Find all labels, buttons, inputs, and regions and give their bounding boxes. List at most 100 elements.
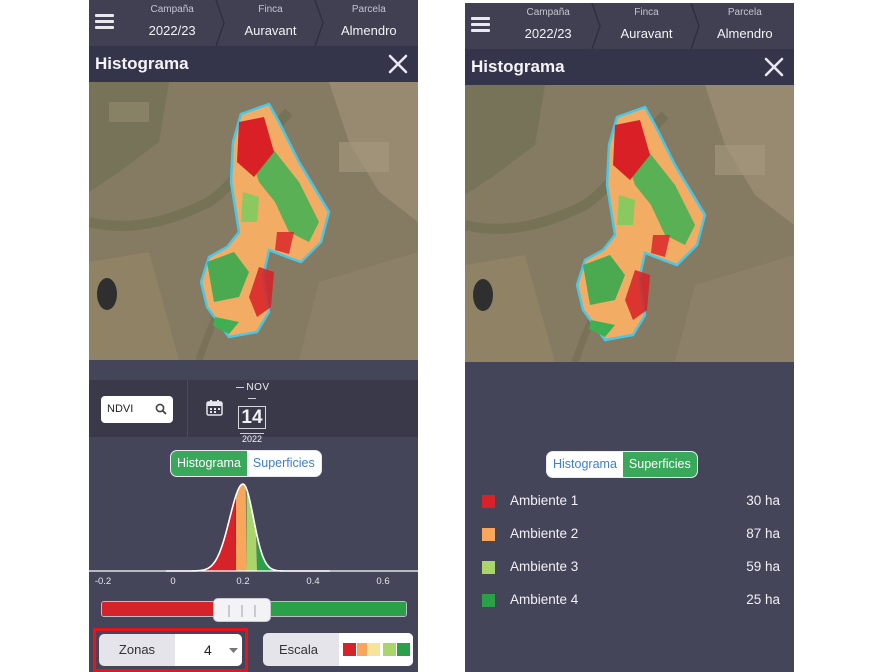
breadcrumb-key: Campaña: [526, 7, 570, 18]
zones-highlight: Zonas 4: [93, 628, 248, 672]
breadcrumb-key: Campaña: [150, 4, 194, 15]
scale-swatches: [339, 633, 413, 666]
list-item: Ambiente 4 25 ha: [465, 589, 794, 622]
panel-header: Histograma: [89, 46, 418, 82]
map-canvas: [89, 82, 418, 360]
index-value: NDVI: [107, 403, 134, 415]
date-month-row: NOV: [229, 382, 275, 404]
breadcrumb-value: Almendro: [341, 23, 397, 38]
histogram-zone-3: [246, 488, 257, 571]
zone-color-swatch: [482, 495, 495, 508]
breadcrumb-field[interactable]: Parcela Almendro: [320, 0, 418, 46]
breadcrumb-value: 2022/23: [524, 26, 572, 41]
list-item: Ambiente 2 87 ha: [465, 523, 794, 556]
top-bar: Campaña 2022/23 Finca Auravant Parcela A…: [465, 3, 794, 49]
breadcrumb-value: Auravant: [620, 26, 673, 41]
date-month: NOV: [246, 382, 270, 393]
swatch: [367, 643, 380, 656]
zone-area: 25 ha: [746, 592, 780, 607]
date-picker[interactable]: NOV 14 2022: [229, 382, 275, 447]
zones-dropdown[interactable]: 4: [175, 634, 242, 666]
close-icon[interactable]: [388, 54, 408, 74]
zone-area: 59 ha: [746, 559, 780, 574]
index-search-input[interactable]: NDVI: [101, 396, 173, 423]
tab-histogram[interactable]: Histograma: [171, 451, 247, 476]
breadcrumb-key: Finca: [258, 4, 283, 15]
breadcrumb-value: Almendro: [717, 26, 773, 41]
scale-selector[interactable]: Escala: [263, 633, 413, 666]
map-canvas: [465, 85, 794, 362]
x-tick-label: 0: [170, 576, 175, 587]
chevron-right-icon: [689, 3, 700, 49]
swatch: [357, 643, 370, 656]
tab-surfaces[interactable]: Superficies: [622, 452, 697, 477]
hamburger-menu-icon[interactable]: [471, 17, 490, 33]
swatch: [343, 643, 356, 656]
date-year: 2022: [239, 433, 265, 444]
zone-color-swatch: [482, 561, 495, 574]
ndvi-histogram-chart: -0.2 0 0.2 0.4 0.6: [89, 483, 418, 587]
calendar-icon[interactable]: [206, 399, 223, 416]
breadcrumb-value: 2022/23: [148, 23, 196, 38]
x-tick-label: -0.2: [95, 576, 111, 587]
breadcrumb-key: Finca: [634, 7, 659, 18]
zone-name: Ambiente 1: [510, 493, 579, 508]
date-day: 14: [238, 406, 266, 429]
panel-title: Histograma: [95, 54, 189, 73]
surfaces-screen: Campaña 2022/23 Finca Auravant Parcela A…: [465, 3, 794, 672]
breadcrumb: Campaña 2022/23 Finca Auravant Parcela A…: [123, 0, 418, 46]
x-tick-label: 0.6: [376, 576, 389, 587]
range-high-segment: [263, 602, 406, 616]
zones-value: 4: [204, 642, 212, 658]
divider: [187, 380, 188, 437]
range-low-segment: [102, 602, 239, 616]
list-item: Ambiente 3 59 ha: [465, 556, 794, 589]
breadcrumb-farm[interactable]: Finca Auravant: [597, 3, 700, 49]
x-tick-label: 0.4: [306, 576, 319, 587]
range-slider-handle[interactable]: [213, 598, 271, 622]
swatch: [397, 643, 410, 656]
panel-header: Histograma: [465, 49, 794, 85]
view-toggle: Histograma Superficies: [170, 450, 322, 477]
panel-title: Histograma: [471, 57, 565, 76]
surfaces-list: Ambiente 1 30 ha Ambiente 2 87 ha Ambien…: [465, 490, 794, 622]
scale-label: Escala: [279, 642, 319, 657]
histogram-zone-4: [257, 535, 285, 571]
zone-area: 87 ha: [746, 526, 780, 541]
hamburger-menu-icon[interactable]: [95, 14, 114, 30]
chevron-right-icon: [313, 0, 324, 46]
breadcrumb-key: Parcela: [727, 7, 762, 18]
breadcrumb-key: Parcela: [351, 4, 386, 15]
top-bar: Campaña 2022/23 Finca Auravant Parcela A…: [89, 0, 418, 46]
close-icon[interactable]: [764, 57, 784, 77]
tab-histogram[interactable]: Histograma: [553, 457, 617, 471]
histogram-zone-2: [236, 484, 247, 571]
breadcrumb-campaign[interactable]: Campaña 2022/23: [123, 0, 226, 46]
histogram-screen: Campaña 2022/23 Finca Auravant Parcela A…: [89, 0, 418, 672]
zone-name: Ambiente 3: [510, 559, 579, 574]
breadcrumb-field[interactable]: Parcela Almendro: [696, 3, 794, 49]
zones-label: Zonas: [118, 642, 156, 657]
breadcrumb-farm[interactable]: Finca Auravant: [221, 0, 324, 46]
zone-color-swatch: [482, 528, 495, 541]
index-date-toolbar: NDVI NOV 14 2022: [89, 380, 418, 444]
view-toggle: Histograma Superficies: [546, 451, 698, 478]
histogram-zone-1: [197, 497, 236, 571]
zone-color-swatch: [482, 594, 495, 607]
satellite-map[interactable]: [465, 85, 794, 362]
satellite-map[interactable]: [89, 82, 418, 360]
zone-name: Ambiente 2: [510, 526, 579, 541]
zone-name: Ambiente 4: [510, 592, 579, 607]
tab-surfaces[interactable]: Superficies: [252, 456, 315, 470]
chevron-right-icon: [591, 3, 602, 49]
zones-selector: Zonas 4: [99, 634, 242, 666]
breadcrumb-campaign[interactable]: Campaña 2022/23: [499, 3, 602, 49]
chevron-right-icon: [215, 0, 226, 46]
search-icon: [155, 403, 167, 415]
zone-area: 30 ha: [746, 493, 780, 508]
breadcrumb-value: Auravant: [244, 23, 297, 38]
swatch: [383, 643, 396, 656]
breadcrumb: Campaña 2022/23 Finca Auravant Parcela A…: [499, 3, 794, 49]
list-item: Ambiente 1 30 ha: [465, 490, 794, 523]
x-tick-label: 0.2: [236, 576, 249, 587]
